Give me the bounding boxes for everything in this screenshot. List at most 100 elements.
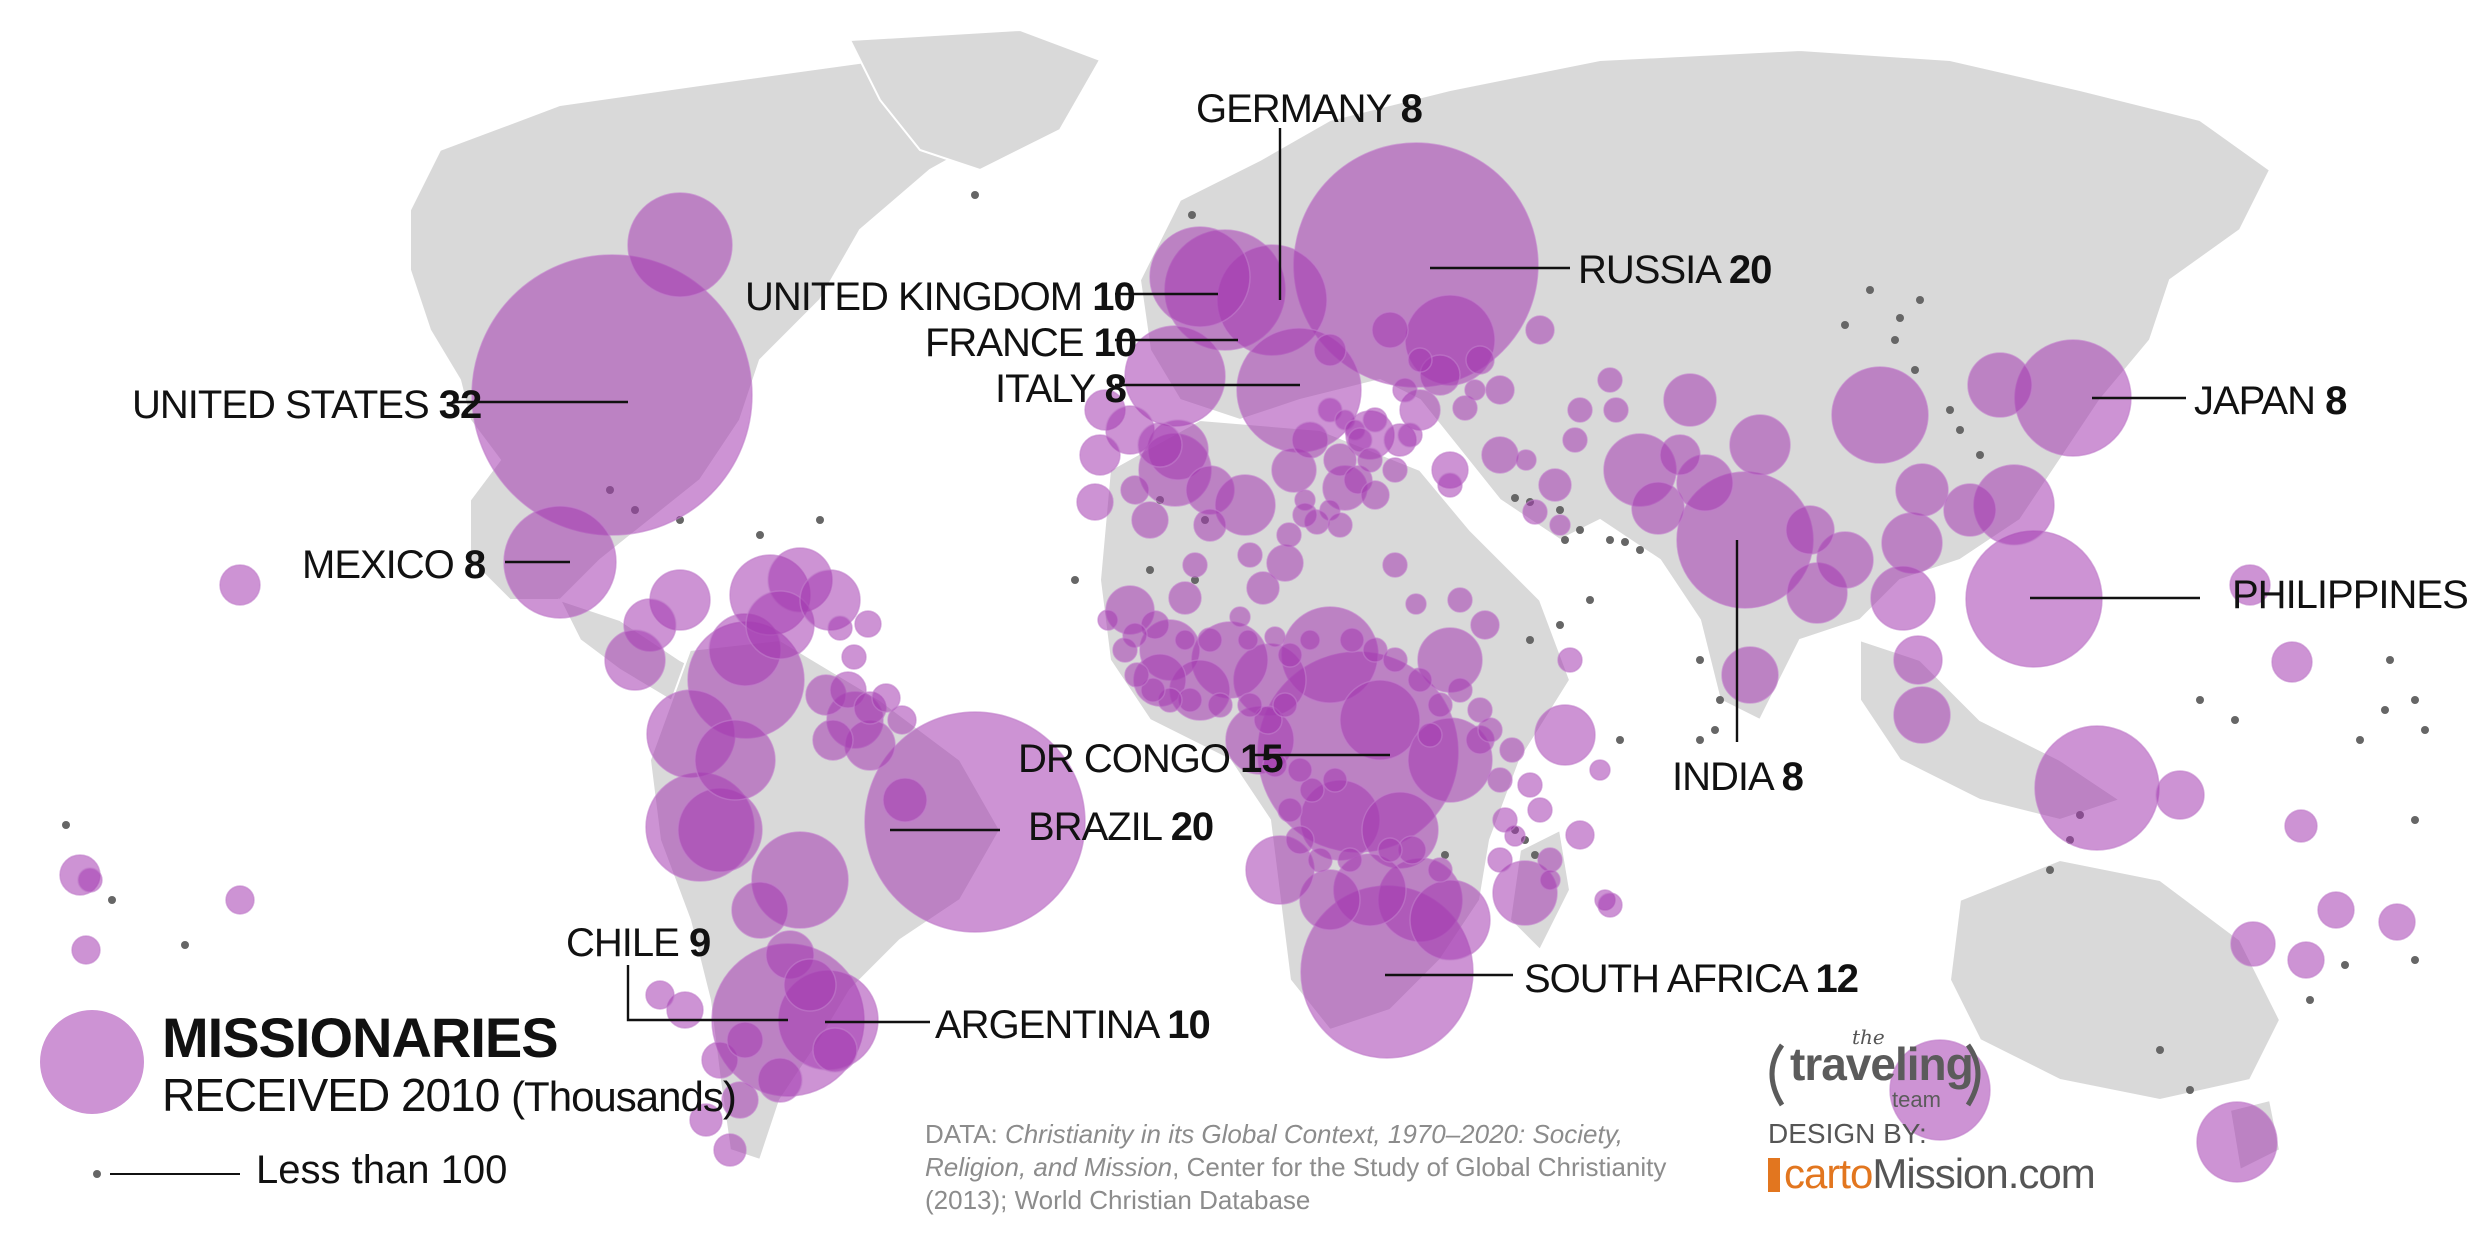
small-dot bbox=[1188, 211, 1196, 219]
land-greenland bbox=[848, 28, 1102, 172]
missionary-bubble bbox=[1597, 892, 1623, 918]
missionary-bubble bbox=[1253, 705, 1283, 735]
label-uk: UNITED KINGDOM 10 bbox=[745, 275, 1135, 319]
missionary-bubble bbox=[1477, 717, 1503, 743]
small-dot bbox=[2231, 716, 2239, 724]
missionary-bubble bbox=[1277, 797, 1303, 823]
small-dot bbox=[1636, 546, 1644, 554]
missionary-bubble bbox=[1168, 581, 1202, 615]
missionary-bubble bbox=[1347, 427, 1373, 453]
cartomission-icon bbox=[1768, 1158, 1780, 1192]
missionary-bubble bbox=[1525, 315, 1555, 345]
missionary-bubble bbox=[1193, 508, 1227, 542]
logo-top: the bbox=[1852, 1025, 1885, 1049]
missionary-bubble bbox=[1562, 427, 1588, 453]
missionary-bubble bbox=[2378, 903, 2416, 941]
missionary-bubble bbox=[1465, 345, 1495, 375]
missionary-bubble bbox=[871, 683, 901, 713]
small-dot bbox=[1896, 314, 1904, 322]
missionary-bubble bbox=[1299, 629, 1321, 651]
missionary-bubble bbox=[2155, 770, 2205, 820]
carto-text: carto bbox=[1784, 1150, 1873, 1197]
missionary-bubble bbox=[812, 1027, 858, 1073]
missionary-bubble bbox=[1079, 434, 1121, 476]
small-dot bbox=[2156, 1046, 2164, 1054]
small-dot bbox=[1916, 296, 1924, 304]
small-dot bbox=[1191, 576, 1199, 584]
missionary-bubble bbox=[645, 980, 675, 1010]
small-dot bbox=[181, 941, 189, 949]
small-dot bbox=[1711, 726, 1719, 734]
small-dot bbox=[2411, 956, 2419, 964]
missionary-bubble bbox=[841, 644, 867, 670]
missionary-bubble bbox=[71, 935, 101, 965]
missionary-bubble bbox=[1895, 463, 1949, 517]
missionary-bubble bbox=[225, 885, 255, 915]
missionary-bubble bbox=[1409, 879, 1491, 961]
small-dot bbox=[1866, 286, 1874, 294]
logo-bottom: team bbox=[1892, 1087, 1941, 1112]
missionary-bubble bbox=[1407, 347, 1433, 373]
missionary-bubble bbox=[1631, 481, 1685, 535]
missionary-bubble bbox=[1893, 686, 1951, 744]
legend-subtitle-text: RECEIVED 2010 bbox=[162, 1069, 500, 1121]
missionary-bubble bbox=[2271, 641, 2313, 683]
small-dot bbox=[1716, 696, 1724, 704]
label-philippines: PHILIPPINES 8 bbox=[2232, 573, 2478, 617]
missionary-bubble bbox=[1291, 421, 1329, 459]
small-dot bbox=[108, 896, 116, 904]
small-dot bbox=[1526, 636, 1534, 644]
small-dot bbox=[2356, 736, 2364, 744]
small-dot bbox=[2196, 696, 2204, 704]
small-dot bbox=[2421, 726, 2429, 734]
missionary-bubble bbox=[1327, 512, 1353, 538]
missionary-bubble bbox=[1237, 692, 1263, 718]
leader-lines bbox=[452, 128, 2200, 1024]
missionary-bubble bbox=[1382, 552, 1408, 578]
missionary-bubble bbox=[1437, 472, 1463, 498]
small-dot bbox=[2046, 866, 2054, 874]
missionary-bubble bbox=[1124, 662, 1150, 688]
missionary-bubble bbox=[1277, 642, 1303, 668]
missionary-bubble bbox=[1663, 373, 1717, 427]
missionary-bubble bbox=[783, 958, 837, 1012]
missionary-bubble bbox=[1492, 807, 1518, 833]
missionary-bubble bbox=[721, 1081, 759, 1119]
label-russia: RUSSIA 20 bbox=[1578, 248, 1771, 292]
missionary-bubble bbox=[2287, 941, 2325, 979]
missionary-bubble bbox=[1485, 375, 1515, 405]
missionary-bubble bbox=[1276, 522, 1302, 548]
small-dot bbox=[1606, 536, 1614, 544]
missionary-bubble bbox=[1149, 226, 1251, 328]
missionary-bubble bbox=[2229, 564, 2271, 606]
label-brazil: BRAZIL 20 bbox=[1028, 805, 1213, 849]
small-dot bbox=[1556, 506, 1564, 514]
small-dot bbox=[1911, 366, 1919, 374]
missionary-bubble bbox=[1137, 422, 1183, 468]
missionary-bubble bbox=[1603, 397, 1629, 423]
label-argentina: ARGENTINA 10 bbox=[935, 1003, 1210, 1047]
missionary-bubble bbox=[1943, 483, 1997, 537]
small-dot bbox=[1576, 526, 1584, 534]
missionary-bubble bbox=[1382, 647, 1408, 673]
missionary-bubble bbox=[1967, 352, 2033, 418]
missionary-bubbles bbox=[59, 142, 2416, 1183]
missionary-bubble bbox=[1597, 367, 1623, 393]
missionary-bubble bbox=[2034, 725, 2160, 851]
missionary-bubble bbox=[1272, 692, 1298, 718]
missionary-bubble bbox=[1285, 825, 1315, 855]
small-dot bbox=[1511, 494, 1519, 502]
missionary-bubble bbox=[1237, 542, 1263, 568]
small-dot bbox=[1841, 321, 1849, 329]
missionary-bubble bbox=[1229, 606, 1251, 628]
missionary-bubble bbox=[1557, 647, 1583, 673]
missionary-bubble bbox=[1538, 468, 1572, 502]
missionary-bubble bbox=[1323, 443, 1357, 477]
label-southafrica: SOUTH AFRICA 12 bbox=[1524, 957, 1858, 1001]
missionary-bubble bbox=[1659, 434, 1701, 476]
missionary-bubble bbox=[1549, 514, 1571, 536]
missionary-bubble bbox=[1292, 502, 1318, 528]
missionary-bubble bbox=[887, 705, 917, 735]
missionary-bubble bbox=[1816, 531, 1874, 589]
missionary-bubble bbox=[1427, 857, 1453, 883]
